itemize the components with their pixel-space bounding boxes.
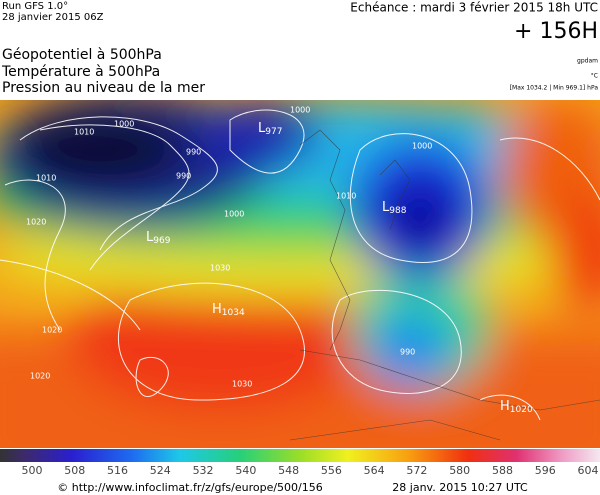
isobar-label: 1020	[30, 372, 50, 381]
title: Géopotentiel à 500hPa	[2, 47, 162, 63]
colorbar-label: 540	[235, 464, 256, 477]
colorbar-label: 588	[492, 464, 513, 477]
pressure-center: L969	[146, 230, 171, 246]
unit-label: °C	[591, 73, 598, 80]
colorbar-label: 572	[406, 464, 427, 477]
colorbar-label: 596	[535, 464, 556, 477]
colorbar-label: 532	[193, 464, 214, 477]
isobar-label: 1030	[210, 264, 230, 273]
colorbar	[0, 449, 600, 462]
isobar-label: 990	[400, 348, 415, 357]
source-label: © http://www.infoclimat.fr/z/gfs/europe/…	[57, 481, 323, 494]
unit-label: gpdam	[577, 58, 598, 65]
isobar-label: 990	[186, 148, 201, 157]
run-label: Run GFS 1.0°	[2, 1, 68, 12]
colorbar-labels: 500 508 516 524 532 540 548 556 564 572 580 588 596 6…	[22, 464, 599, 477]
pressure-center: L977	[258, 121, 282, 137]
colorbar-label: 508	[64, 464, 85, 477]
colorbar-label: 524	[150, 464, 171, 477]
isobar-label: 1010	[336, 192, 356, 201]
pressure-center: H1034	[212, 302, 245, 318]
pressure-center: L988	[382, 200, 407, 216]
temperature-field	[0, 100, 600, 448]
range-label: [Max 1034.2 | Min 969.1] hPa	[510, 85, 599, 92]
isobar-label: 1000	[290, 106, 310, 115]
init-label: 28 janvier 2015 06Z	[2, 12, 104, 23]
isobar-label: 1000	[114, 120, 134, 129]
isobar-label: 990	[176, 172, 191, 181]
colorbar-label: 604	[578, 464, 599, 477]
colorbar-label: 548	[278, 464, 299, 477]
lead-label: + 156H	[514, 19, 598, 44]
colorbar-label: 500	[22, 464, 43, 477]
isobar-label: 1020	[26, 218, 46, 227]
colorbar-label: 516	[107, 464, 128, 477]
isobar-label: 1000	[412, 142, 432, 151]
isobar-label: 1020	[42, 326, 62, 335]
title: Pression au niveau de la mer	[2, 80, 205, 96]
isobar-label: 1010	[36, 174, 56, 183]
date-label: 28 janv. 2015 10:27 UTC	[392, 481, 528, 494]
isobar-label: 1030	[232, 380, 252, 389]
echeance-label: Echéance : mardi 3 février 2015 18h UTC	[350, 1, 598, 15]
title: Température à 500hPa	[1, 64, 160, 80]
isobar-label: 1010	[74, 128, 94, 137]
colorbar-label: 556	[321, 464, 342, 477]
colorbar-label: 564	[364, 464, 385, 477]
isobar-label: 1000	[224, 210, 244, 219]
colorbar-label: 580	[449, 464, 470, 477]
pressure-center: H1020	[500, 399, 533, 415]
